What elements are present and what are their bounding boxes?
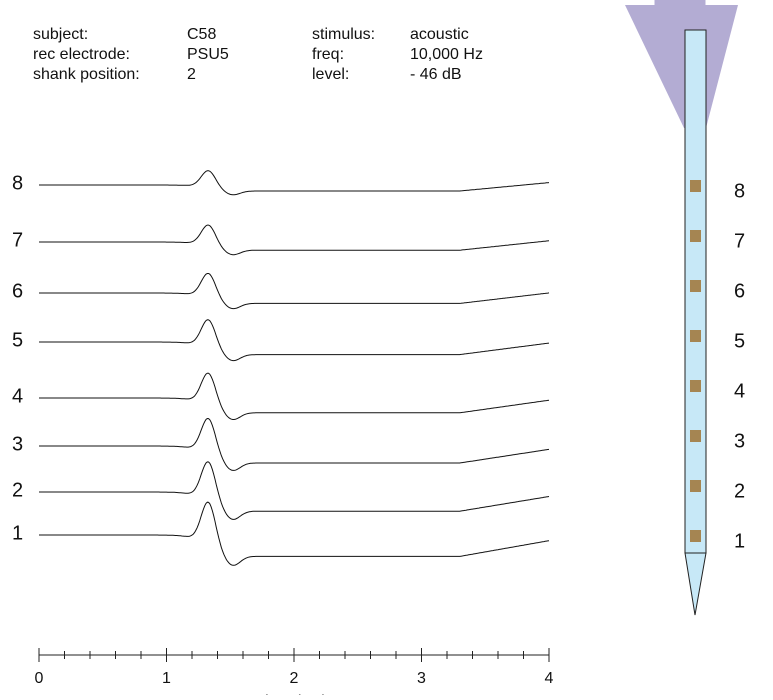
recording-site	[690, 180, 701, 192]
trace	[39, 319, 550, 362]
trace-label: 2	[12, 479, 23, 501]
site-label: 2	[734, 480, 745, 502]
trace-label: 8	[12, 172, 23, 194]
site-label: 4	[734, 380, 745, 402]
x-tick-label: 2	[290, 670, 299, 687]
x-tick-label: 0	[35, 670, 44, 687]
header-text: freq:	[312, 46, 344, 63]
trace-label: 3	[12, 433, 23, 455]
site-label: 7	[734, 230, 745, 252]
recording-site	[690, 230, 701, 242]
trace-label: 4	[12, 385, 23, 407]
header-text: C58	[187, 26, 216, 43]
trace	[39, 501, 550, 566]
header-text: subject:	[33, 26, 88, 43]
header-text: rec electrode:	[33, 46, 130, 63]
header-text: shank position:	[33, 66, 140, 83]
trace-label: 1	[12, 522, 23, 544]
recording-site	[690, 430, 701, 442]
header-text: 10,000 Hz	[410, 46, 483, 63]
trace-label: 6	[12, 280, 23, 302]
site-label: 8	[734, 180, 745, 202]
trace	[39, 273, 550, 310]
header-text: level:	[312, 66, 349, 83]
recording-site	[690, 330, 701, 342]
recording-site	[690, 530, 701, 542]
header-text: stimulus:	[312, 26, 375, 43]
trace	[39, 372, 550, 420]
header-text: PSU5	[187, 46, 229, 63]
trace	[39, 224, 550, 256]
trace	[39, 417, 550, 471]
x-tick-label: 4	[545, 670, 554, 687]
recording-site	[690, 380, 701, 392]
site-label: 3	[734, 430, 745, 452]
site-label: 1	[734, 530, 745, 552]
header-text: acoustic	[410, 26, 469, 43]
trace-label: 7	[12, 229, 23, 251]
trace	[39, 461, 550, 520]
recording-site	[690, 480, 701, 492]
recording-site	[690, 280, 701, 292]
probe-head	[625, 5, 738, 128]
x-tick-label: 1	[162, 670, 171, 687]
site-label: 6	[734, 280, 745, 302]
header-text: - 46 dB	[410, 66, 462, 83]
x-tick-label: 3	[417, 670, 426, 687]
probe-tip	[684, 552, 707, 616]
header-text: 2	[187, 66, 196, 83]
trace-label: 5	[12, 329, 23, 351]
site-label: 5	[734, 330, 745, 352]
trace	[39, 170, 550, 196]
